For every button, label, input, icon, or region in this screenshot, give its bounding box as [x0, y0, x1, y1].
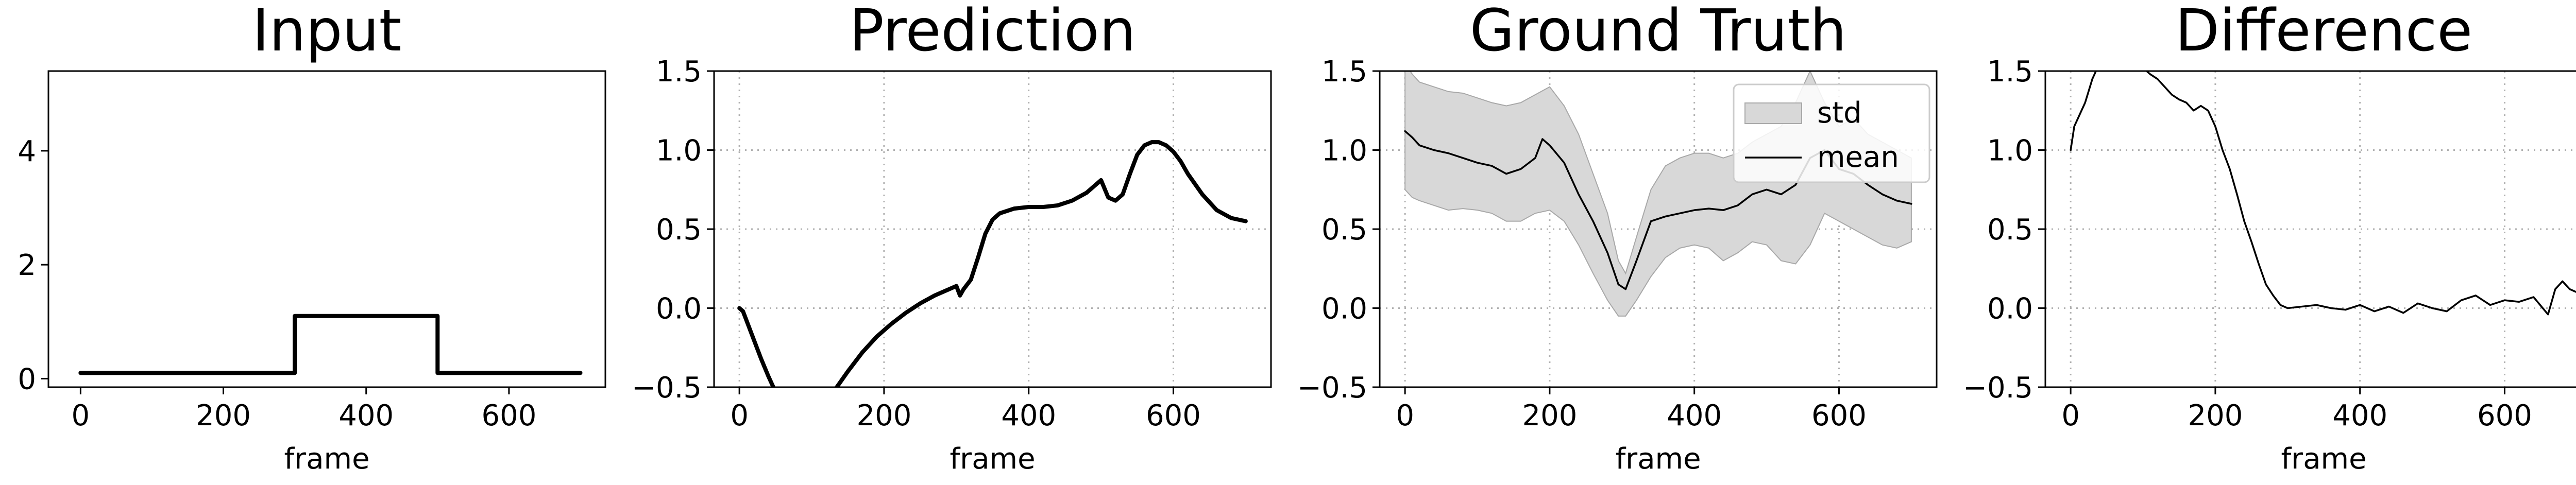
y-tick-label: 0.5 [1321, 213, 1367, 247]
plot-area [78, 314, 583, 375]
legend-label: std [1817, 96, 1862, 130]
x-tick-label: 200 [2188, 399, 2243, 432]
legend-label: mean [1817, 141, 1899, 174]
y-tick-label: −0.5 [1963, 371, 2033, 405]
y-tick-label: 1.0 [1321, 134, 1367, 168]
y-tick-label: 2 [18, 249, 36, 282]
x-tick-label: 600 [1146, 399, 1201, 432]
panel-title: Prediction [849, 0, 1136, 64]
y-tick-label: 1.5 [656, 55, 702, 89]
plot-area [2070, 71, 2576, 316]
x-tick-label: 0 [1396, 399, 1414, 432]
axes-frame [47, 70, 606, 388]
x-tick-label: 0 [2061, 399, 2080, 432]
series-line [2070, 71, 2576, 316]
y-tick-label: 1.0 [1987, 134, 2033, 168]
panel-title: Difference [2175, 0, 2472, 64]
y-tick-label: 1.5 [1321, 55, 1367, 89]
y-tick-label: −0.5 [632, 371, 702, 405]
plot-area [737, 140, 1248, 387]
panel-ground-truth: Ground Truth frame 0 200 400 600 −0.5 0.0 0.5 1… [1297, 0, 1938, 476]
x-tick-label: 200 [1522, 399, 1577, 432]
x-tick-label: 400 [1001, 399, 1056, 432]
y-tick-label: −0.5 [1297, 371, 1367, 405]
x-tick-label: 600 [481, 399, 536, 432]
y-tick-label: 0.5 [656, 213, 702, 247]
panel-title: Ground Truth [1470, 0, 1846, 64]
legend-swatch-std [1744, 102, 1802, 124]
x-tick-label: 0 [730, 399, 749, 432]
series-line [78, 314, 583, 375]
y-tick-label: 0.5 [1987, 213, 2033, 247]
legend: std mean [1733, 83, 1930, 183]
series-line [737, 306, 776, 387]
x-tick-label: 600 [1811, 399, 1867, 432]
x-tick-label: 200 [196, 399, 251, 432]
x-axis-label: frame [284, 442, 369, 476]
x-tick-label: 0 [72, 399, 90, 432]
panel-prediction: Prediction frame 0 200 400 600 −0.5 0.0 0.5 1.0… [632, 0, 1272, 476]
x-tick-label: 400 [2332, 399, 2387, 432]
panel-title: Input [252, 0, 401, 64]
panel-difference: Difference frame 0 200 400 600 −0.5 0.0 0.5 1.0… [1963, 0, 2576, 476]
y-tick-label: 1.5 [1987, 55, 2033, 89]
x-axis-label: frame [2281, 442, 2366, 476]
x-tick-label: 600 [2477, 399, 2532, 432]
x-tick-label: 400 [1667, 399, 1722, 432]
y-tick-label: 0.0 [1321, 292, 1367, 326]
y-tick-label: 0.0 [656, 292, 702, 326]
x-tick-label: 400 [338, 399, 394, 432]
y-tick-label: 0.0 [1987, 292, 2033, 326]
x-tick-label: 200 [856, 399, 911, 432]
y-tick-label: 1.0 [656, 134, 702, 168]
y-tick-label: 4 [18, 135, 36, 168]
x-axis-label: frame [1615, 442, 1701, 476]
panel-input: Input frame 0 200 400 600 0 2 4 [18, 0, 606, 476]
x-axis-label: frame [950, 442, 1035, 476]
axes-frame [2044, 70, 2576, 388]
series-line [834, 140, 1248, 387]
y-tick-label: 0 [18, 362, 36, 396]
